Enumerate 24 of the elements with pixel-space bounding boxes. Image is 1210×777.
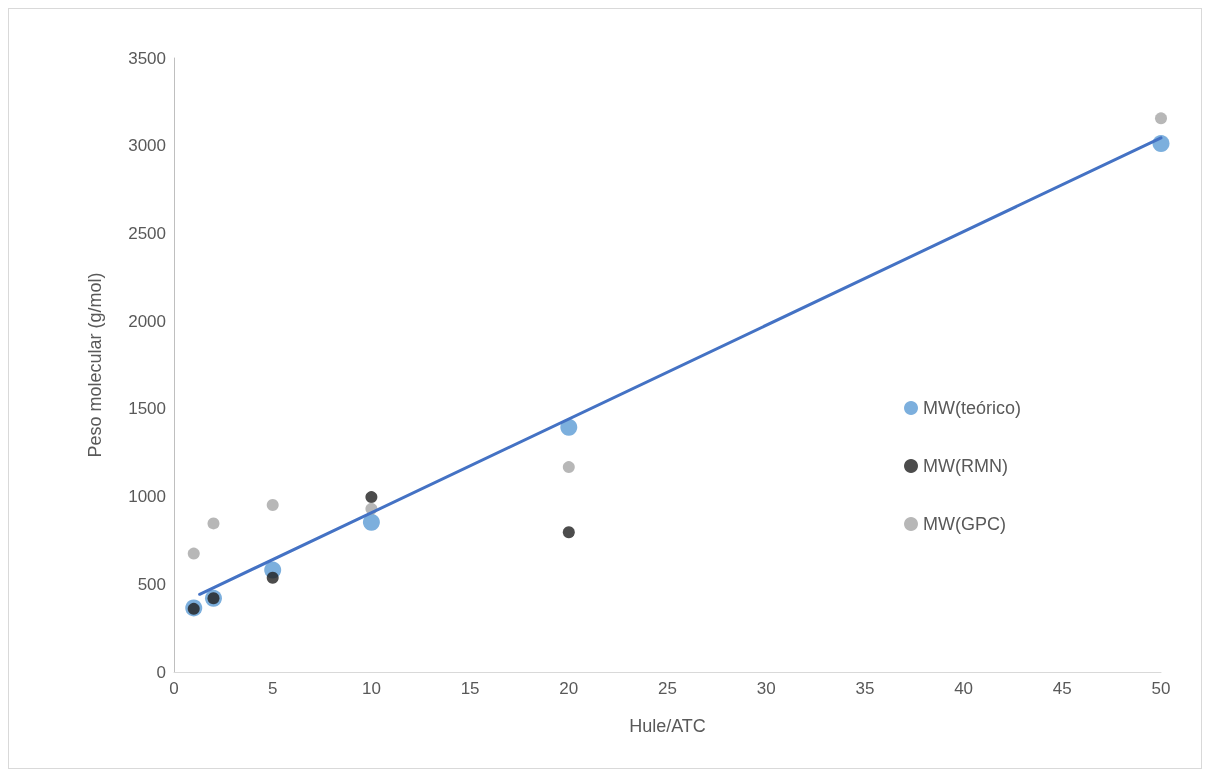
- x-tick-label: 5: [267, 679, 278, 698]
- legend-label: MW(GPC): [923, 514, 1006, 534]
- x-tick-label: 20: [559, 679, 579, 698]
- y-tick-label: 2500: [128, 223, 166, 243]
- x-tick-label: 40: [954, 679, 974, 698]
- y-tick-label: 2000: [128, 311, 166, 331]
- x-axis-title: Hule/ATC: [629, 716, 706, 736]
- y-tick-label: 500: [137, 574, 166, 594]
- x-tick-label: 35: [855, 679, 875, 698]
- y-tick-label: 1500: [128, 399, 166, 419]
- x-tick-label: 25: [658, 679, 677, 698]
- x-tick-label: 45: [1052, 679, 1072, 698]
- y-tick-label: 1000: [128, 487, 166, 507]
- y-axis-title: Peso molecular (g/mol): [85, 272, 105, 458]
- y-tick-label: 3500: [128, 48, 166, 68]
- x-tick-label: 50: [1151, 679, 1171, 698]
- x-tick-label: 0: [169, 679, 179, 698]
- x-tick-label: 15: [460, 679, 480, 698]
- y-tick-label: 3000: [128, 136, 166, 156]
- legend-label: MW(teórico): [923, 398, 1021, 418]
- y-tick-label: 0: [156, 662, 166, 682]
- legend-label: MW(RMN): [923, 456, 1008, 476]
- x-tick-label: 10: [361, 679, 381, 698]
- x-tick-label: 30: [756, 679, 776, 698]
